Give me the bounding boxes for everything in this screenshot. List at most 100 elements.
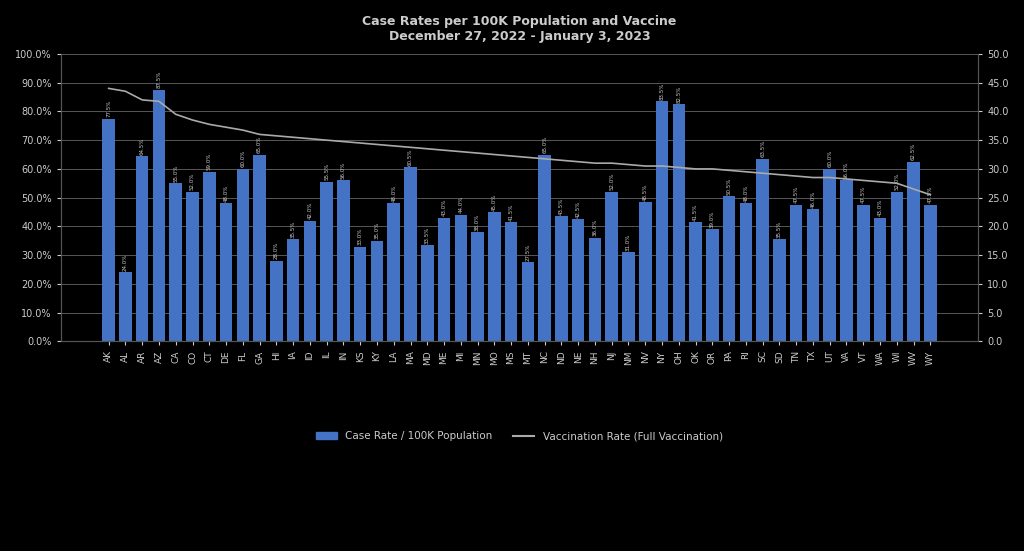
Bar <box>303 220 316 342</box>
Bar <box>203 172 216 342</box>
Text: 52.0%: 52.0% <box>190 173 195 191</box>
Text: 47.5%: 47.5% <box>794 186 799 203</box>
Text: 43.0%: 43.0% <box>878 199 883 217</box>
Title: Case Rates per 100K Population and Vaccine
December 27, 2022 - January 3, 2023: Case Rates per 100K Population and Vacci… <box>362 15 677 43</box>
Bar <box>539 154 551 342</box>
Bar <box>237 169 249 342</box>
Text: 56.0%: 56.0% <box>844 161 849 179</box>
Bar <box>571 219 585 342</box>
Text: 47.5%: 47.5% <box>928 186 933 203</box>
Text: 41.5%: 41.5% <box>693 203 698 220</box>
Bar <box>220 203 232 342</box>
Bar <box>823 169 836 342</box>
Bar <box>337 180 350 342</box>
Bar <box>455 215 467 342</box>
Text: 52.0%: 52.0% <box>609 173 614 191</box>
Bar <box>689 222 701 342</box>
Text: 31.0%: 31.0% <box>626 234 631 251</box>
Text: 59.0%: 59.0% <box>207 153 212 170</box>
Bar <box>488 212 501 342</box>
Bar <box>505 222 517 342</box>
Text: 28.0%: 28.0% <box>273 242 279 260</box>
Bar <box>773 239 785 342</box>
Bar <box>739 203 753 342</box>
Text: 65.0%: 65.0% <box>542 136 547 153</box>
Bar <box>723 196 735 342</box>
Text: 60.0%: 60.0% <box>241 150 246 168</box>
Legend: Case Rate / 100K Population, Vaccination Rate (Full Vaccination): Case Rate / 100K Population, Vaccination… <box>312 427 727 445</box>
Text: 45.0%: 45.0% <box>492 193 497 210</box>
Bar <box>471 232 484 342</box>
Bar <box>387 203 400 342</box>
Bar <box>555 217 567 342</box>
Text: 43.0%: 43.0% <box>441 199 446 217</box>
Text: 87.5%: 87.5% <box>157 71 162 88</box>
Text: 65.0%: 65.0% <box>257 136 262 153</box>
Bar <box>153 90 165 342</box>
Bar <box>136 156 148 342</box>
Bar <box>169 183 182 342</box>
Text: 39.0%: 39.0% <box>710 210 715 228</box>
Text: 33.5%: 33.5% <box>425 226 430 244</box>
Text: 60.0%: 60.0% <box>827 150 833 168</box>
Bar <box>623 252 635 342</box>
Bar <box>639 202 651 342</box>
Bar <box>707 229 719 342</box>
Bar <box>521 262 535 342</box>
Bar <box>589 238 601 342</box>
Text: 42.5%: 42.5% <box>575 201 581 218</box>
Text: 52.0%: 52.0% <box>894 173 899 191</box>
Text: 33.0%: 33.0% <box>357 228 362 245</box>
Text: 35.0%: 35.0% <box>375 222 380 239</box>
Bar <box>186 192 199 342</box>
Bar <box>924 205 937 342</box>
Text: 42.0%: 42.0% <box>307 202 312 219</box>
Text: 38.0%: 38.0% <box>475 213 480 231</box>
Text: 55.0%: 55.0% <box>173 164 178 182</box>
Bar <box>857 205 869 342</box>
Text: 48.5%: 48.5% <box>643 183 648 201</box>
Bar <box>287 239 299 342</box>
Text: 24.0%: 24.0% <box>123 253 128 271</box>
Text: 44.0%: 44.0% <box>459 196 463 213</box>
Bar <box>757 159 769 342</box>
Text: 82.5%: 82.5% <box>676 85 681 103</box>
Bar <box>790 205 803 342</box>
Text: 77.5%: 77.5% <box>106 100 112 117</box>
Text: 48.0%: 48.0% <box>743 185 749 202</box>
Text: 56.0%: 56.0% <box>341 161 346 179</box>
Bar <box>421 245 433 342</box>
Text: 48.0%: 48.0% <box>223 185 228 202</box>
Bar <box>119 272 132 342</box>
Bar <box>404 168 417 342</box>
Bar <box>354 246 367 342</box>
Bar <box>891 192 903 342</box>
Bar <box>321 182 333 342</box>
Bar <box>807 209 819 342</box>
Text: 64.5%: 64.5% <box>139 137 144 154</box>
Bar <box>673 104 685 342</box>
Bar <box>605 192 618 342</box>
Bar <box>907 161 920 342</box>
Text: 62.5%: 62.5% <box>911 143 916 160</box>
Bar <box>253 154 266 342</box>
Text: 35.5%: 35.5% <box>291 220 296 238</box>
Text: 41.5%: 41.5% <box>509 203 514 220</box>
Bar <box>873 218 887 342</box>
Text: 46.0%: 46.0% <box>810 190 815 208</box>
Bar <box>841 180 853 342</box>
Text: 48.0%: 48.0% <box>391 185 396 202</box>
Text: 60.5%: 60.5% <box>408 149 413 166</box>
Bar <box>102 118 115 342</box>
Text: 36.0%: 36.0% <box>593 219 597 236</box>
Bar <box>371 241 383 342</box>
Text: 83.5%: 83.5% <box>659 83 665 100</box>
Text: 35.5%: 35.5% <box>777 220 782 238</box>
Text: 27.5%: 27.5% <box>525 244 530 261</box>
Bar <box>655 101 669 342</box>
Text: 63.5%: 63.5% <box>760 140 765 158</box>
Text: 47.5%: 47.5% <box>861 186 865 203</box>
Text: 50.5%: 50.5% <box>727 177 731 195</box>
Text: 55.5%: 55.5% <box>325 163 329 180</box>
Bar <box>437 218 451 342</box>
